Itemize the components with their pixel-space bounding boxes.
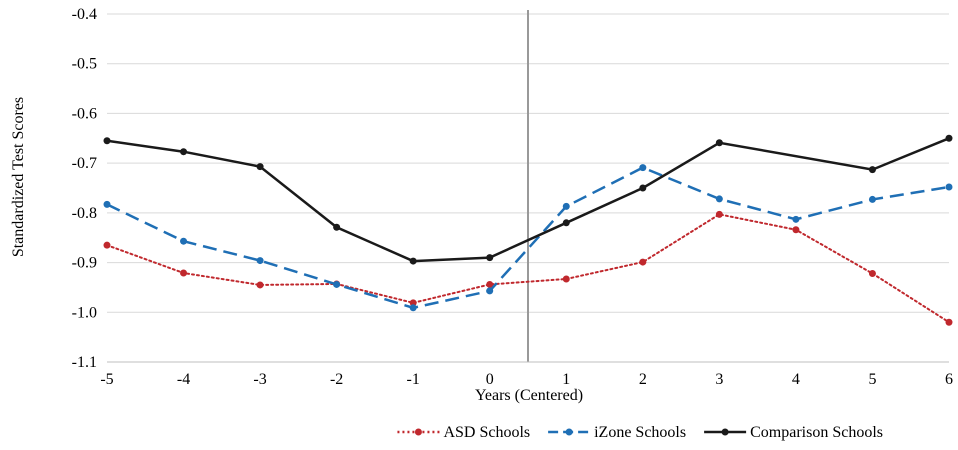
comparison-schools-point xyxy=(180,148,188,156)
asd-schools-point xyxy=(715,210,723,218)
izone-schools-point xyxy=(868,195,876,203)
asd-schools-point xyxy=(792,226,800,234)
x-tick-label: 2 xyxy=(639,371,647,388)
izone-schools-point xyxy=(409,304,417,312)
izone-schools-line xyxy=(106,166,950,310)
y-tick-label: -0.7 xyxy=(72,155,97,172)
izone-schools-point xyxy=(103,200,111,208)
x-tick-label: -1 xyxy=(407,371,420,388)
legend-label-asd-schools: ASD Schools xyxy=(443,424,530,441)
y-tick-label: -1.1 xyxy=(72,354,97,371)
x-axis-title: Years (Centered) xyxy=(475,387,583,404)
comparison-schools-point xyxy=(639,184,647,192)
comparison-schools-point xyxy=(486,254,494,262)
x-tick-label: 4 xyxy=(792,371,800,388)
izone-schools-point xyxy=(945,183,953,191)
x-tick-label: -2 xyxy=(330,371,343,388)
x-tick-label: 3 xyxy=(715,371,723,388)
izone-schools-point xyxy=(792,215,800,223)
asd-schools-point xyxy=(256,281,264,289)
legend-label-izone-schools: iZone Schools xyxy=(594,424,686,441)
x-tick-label: -4 xyxy=(177,371,190,388)
y-tick-label: -0.5 xyxy=(72,56,97,73)
izone-schools-point xyxy=(333,280,341,288)
x-tick-label: 0 xyxy=(486,371,494,388)
izone-schools-point xyxy=(486,287,494,295)
izone-schools-point xyxy=(562,202,570,210)
asd-schools-point xyxy=(103,241,111,249)
comparison-schools-point xyxy=(715,139,723,147)
legend-marker-asd-schools xyxy=(414,428,422,436)
comparison-schools-point xyxy=(333,223,341,231)
y-axis-title: Standardized Test Scores xyxy=(10,97,27,257)
comparison-schools-point xyxy=(409,257,417,265)
asd-schools-point xyxy=(639,258,647,266)
axes: -0.4 -0.5 -0.6 -0.7 -0.8 -0.9 -1.0 -1.1-5 -4 -3 -2… xyxy=(72,6,953,388)
asd-schools-point xyxy=(486,280,494,288)
x-tick-label: 1 xyxy=(562,371,570,388)
x-tick-label: 6 xyxy=(945,371,953,388)
comparison-schools-point xyxy=(256,163,264,171)
legend: ASD Schools iZone Schools Comparison Schoo… xyxy=(397,424,883,441)
asd-schools-point xyxy=(409,299,417,307)
comparison-schools-point xyxy=(945,134,953,142)
izone-schools-point xyxy=(639,164,647,172)
comparison-schools-point xyxy=(562,219,570,227)
comparison-schools-point xyxy=(868,166,876,174)
x-tick-label: 5 xyxy=(868,371,876,388)
y-tick-label: -0.6 xyxy=(72,105,97,122)
comparison-schools-point xyxy=(103,137,111,145)
legend-marker-comparison-schools xyxy=(721,428,729,436)
y-tick-label: -0.8 xyxy=(72,205,97,222)
legend-label-comparison-schools: Comparison Schools xyxy=(750,424,883,441)
izone-schools-point xyxy=(180,237,188,245)
legend-marker-izone-schools xyxy=(565,428,573,436)
izone-schools-point xyxy=(715,195,723,203)
x-tick-label: -3 xyxy=(253,371,266,388)
asd-schools-point xyxy=(562,275,570,283)
y-tick-label: -0.4 xyxy=(72,6,97,23)
asd-schools-line xyxy=(106,213,950,324)
asd-schools-point xyxy=(945,318,953,326)
asd-schools-point xyxy=(868,270,876,278)
y-tick-label: -1.0 xyxy=(72,304,97,321)
y-tick-label: -0.9 xyxy=(72,255,97,272)
asd-schools-point xyxy=(180,269,188,277)
x-tick-label: -5 xyxy=(100,371,113,388)
series-lines xyxy=(103,134,953,326)
izone-schools-point xyxy=(256,257,264,265)
